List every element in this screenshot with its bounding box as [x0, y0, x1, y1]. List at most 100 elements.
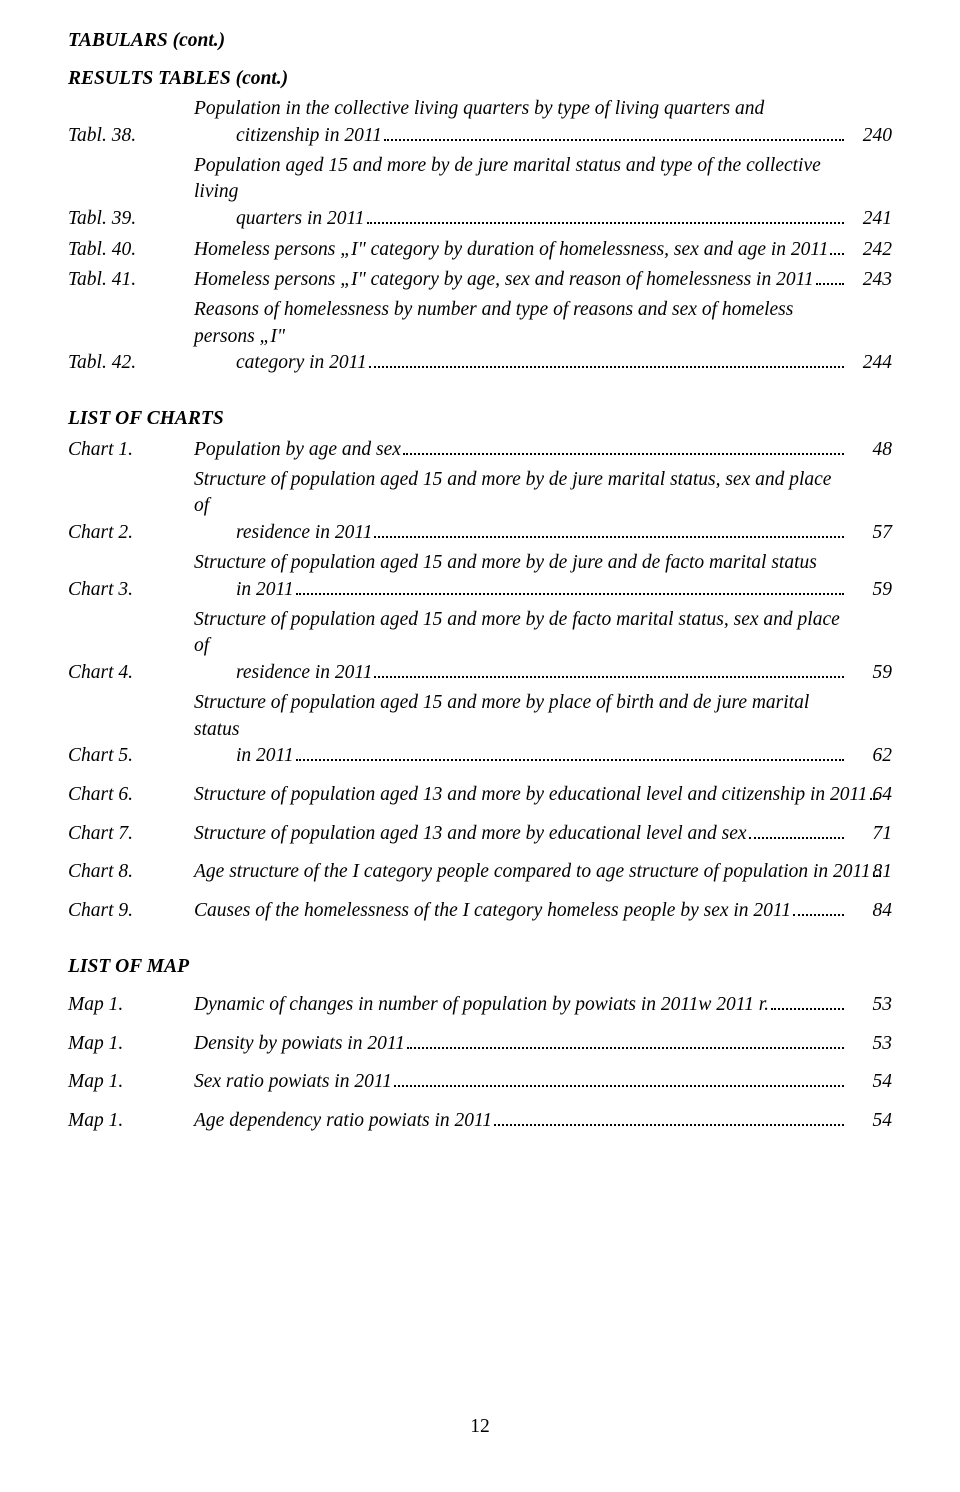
leader-dots	[407, 1030, 844, 1049]
chart-page: 57	[846, 522, 892, 544]
chart-page: 59	[846, 579, 892, 601]
table-last-text: quarters in 2011	[194, 208, 365, 230]
table-entry: Tabl. 41.Homeless persons „I" category b…	[68, 267, 892, 292]
map-label: Map 1.	[68, 994, 194, 1016]
chart-last-text: Age structure of the I category people c…	[194, 861, 871, 883]
heading-maps: LIST OF MAP	[68, 956, 892, 978]
chart-entry: Chart 1.Population by age and sex 48	[68, 436, 892, 461]
table-body: Reasons of homelessness by number and ty…	[194, 297, 846, 374]
table-page: 241	[846, 208, 892, 230]
leader-dots	[384, 122, 844, 141]
table-body: Homeless persons „I" category by duratio…	[194, 236, 846, 261]
leader-dots	[403, 436, 844, 455]
chart-last-text: Structure of population aged 13 and more…	[194, 823, 747, 845]
table-entry: Tabl. 38.Population in the collective li…	[68, 96, 892, 147]
chart-body: Structure of population aged 15 and more…	[194, 690, 846, 767]
leader-dots	[830, 236, 844, 255]
chart-body: Age structure of the I category people c…	[194, 859, 846, 884]
chart-last-text: residence in 2011	[194, 522, 372, 544]
chart-entry: Chart 2.Structure of population aged 15 …	[68, 467, 892, 544]
heading-tabulars: TABULARS (cont.)	[68, 30, 892, 52]
chart-page: 48	[846, 439, 892, 461]
chart-last-text: Population by age and sex	[194, 439, 401, 461]
table-label: Tabl. 40.	[68, 239, 194, 261]
table-page: 242	[846, 239, 892, 261]
chart-body: Structure of population aged 15 and more…	[194, 607, 846, 684]
chart-entry: Chart 4.Structure of population aged 15 …	[68, 607, 892, 684]
map-body: Sex ratio powiats in 2011	[194, 1069, 846, 1094]
chart-entry: Chart 7.Structure of population aged 13 …	[68, 820, 892, 845]
leader-dots	[374, 520, 844, 539]
map-body: Age dependency ratio powiats in 2011	[194, 1107, 846, 1132]
chart-entry: Chart 8.Age structure of the I category …	[68, 859, 892, 884]
chart-label: Chart 2.	[68, 522, 194, 544]
table-entry: Tabl. 39.Population aged 15 and more by …	[68, 153, 892, 230]
map-last-text: Density by powiats in 2011	[194, 1033, 405, 1055]
leader-dots	[749, 820, 844, 839]
map-page: 53	[846, 1033, 892, 1055]
leader-dots	[793, 897, 844, 916]
table-line: Population aged 15 and more by de jure m…	[194, 153, 846, 206]
table-line: Population in the collective living quar…	[194, 96, 846, 122]
heading-results: RESULTS TABLES (cont.)	[68, 68, 892, 90]
chart-label: Chart 8.	[68, 861, 194, 883]
leader-dots	[369, 350, 844, 369]
chart-label: Chart 1.	[68, 439, 194, 461]
table-page: 244	[846, 352, 892, 374]
table-last-text: Homeless persons „I" category by duratio…	[194, 239, 828, 261]
chart-line: Structure of population aged 15 and more…	[194, 607, 846, 660]
map-entry: Map 1.Sex ratio powiats in 201154	[68, 1069, 892, 1094]
table-last-text: citizenship in 2011	[194, 125, 382, 147]
chart-label: Chart 6.	[68, 784, 194, 806]
chart-entry: Chart 3.Structure of population aged 15 …	[68, 550, 892, 601]
table-entry: Tabl. 42.Reasons of homelessness by numb…	[68, 297, 892, 374]
chart-last-text: in 2011	[194, 579, 294, 601]
maps-list: Map 1.Dynamic of changes in number of po…	[68, 984, 892, 1132]
map-body: Density by powiats in 2011	[194, 1030, 846, 1055]
map-page: 54	[846, 1110, 892, 1132]
chart-page: 64	[846, 784, 892, 806]
charts-list: Chart 1.Population by age and sex48Chart…	[68, 436, 892, 921]
chart-last-text: Structure of population aged 13 and more…	[194, 784, 868, 806]
leader-dots	[374, 660, 844, 679]
table-label: Tabl. 39.	[68, 208, 194, 230]
table-page: 240	[846, 125, 892, 147]
page-number: 12	[0, 1416, 960, 1438]
chart-entry: Chart 5.Structure of population aged 15 …	[68, 690, 892, 767]
chart-body: Structure of population aged 15 and more…	[194, 550, 846, 601]
leader-dots	[771, 992, 844, 1011]
chart-entry: Chart 9.Causes of the homelessness of th…	[68, 897, 892, 922]
leader-dots	[296, 576, 844, 595]
table-page: 243	[846, 269, 892, 291]
map-body: Dynamic of changes in number of populati…	[194, 992, 846, 1017]
map-last-text: Age dependency ratio powiats in 2011	[194, 1110, 492, 1132]
chart-body: Structure of population aged 13 and more…	[194, 781, 846, 806]
chart-label: Chart 7.	[68, 823, 194, 845]
table-last-text: category in 2011	[194, 352, 367, 374]
chart-label: Chart 5.	[68, 745, 194, 767]
leader-dots	[816, 267, 844, 286]
chart-label: Chart 3.	[68, 579, 194, 601]
chart-line: Structure of population aged 15 and more…	[194, 690, 846, 743]
table-body: Homeless persons „I" category by age, se…	[194, 267, 846, 292]
table-body: Population in the collective living quar…	[194, 96, 846, 147]
table-label: Tabl. 42.	[68, 352, 194, 374]
map-label: Map 1.	[68, 1110, 194, 1132]
map-last-text: Dynamic of changes in number of populati…	[194, 994, 769, 1016]
chart-body: Structure of population aged 13 and more…	[194, 820, 846, 845]
tables-list: Tabl. 38.Population in the collective li…	[68, 96, 892, 374]
leader-dots	[494, 1107, 844, 1126]
chart-body: Population by age and sex	[194, 436, 846, 461]
chart-page: 84	[846, 900, 892, 922]
chart-page: 59	[846, 662, 892, 684]
chart-label: Chart 9.	[68, 900, 194, 922]
chart-entry: Chart 6.Structure of population aged 13 …	[68, 781, 892, 806]
chart-page: 62	[846, 745, 892, 767]
table-label: Tabl. 38.	[68, 125, 194, 147]
chart-line: Structure of population aged 15 and more…	[194, 550, 846, 576]
chart-last-text: Causes of the homelessness of the I cate…	[194, 900, 791, 922]
map-label: Map 1.	[68, 1071, 194, 1093]
table-label: Tabl. 41.	[68, 269, 194, 291]
chart-last-text: residence in 2011	[194, 662, 372, 684]
chart-line: Structure of population aged 15 and more…	[194, 467, 846, 520]
